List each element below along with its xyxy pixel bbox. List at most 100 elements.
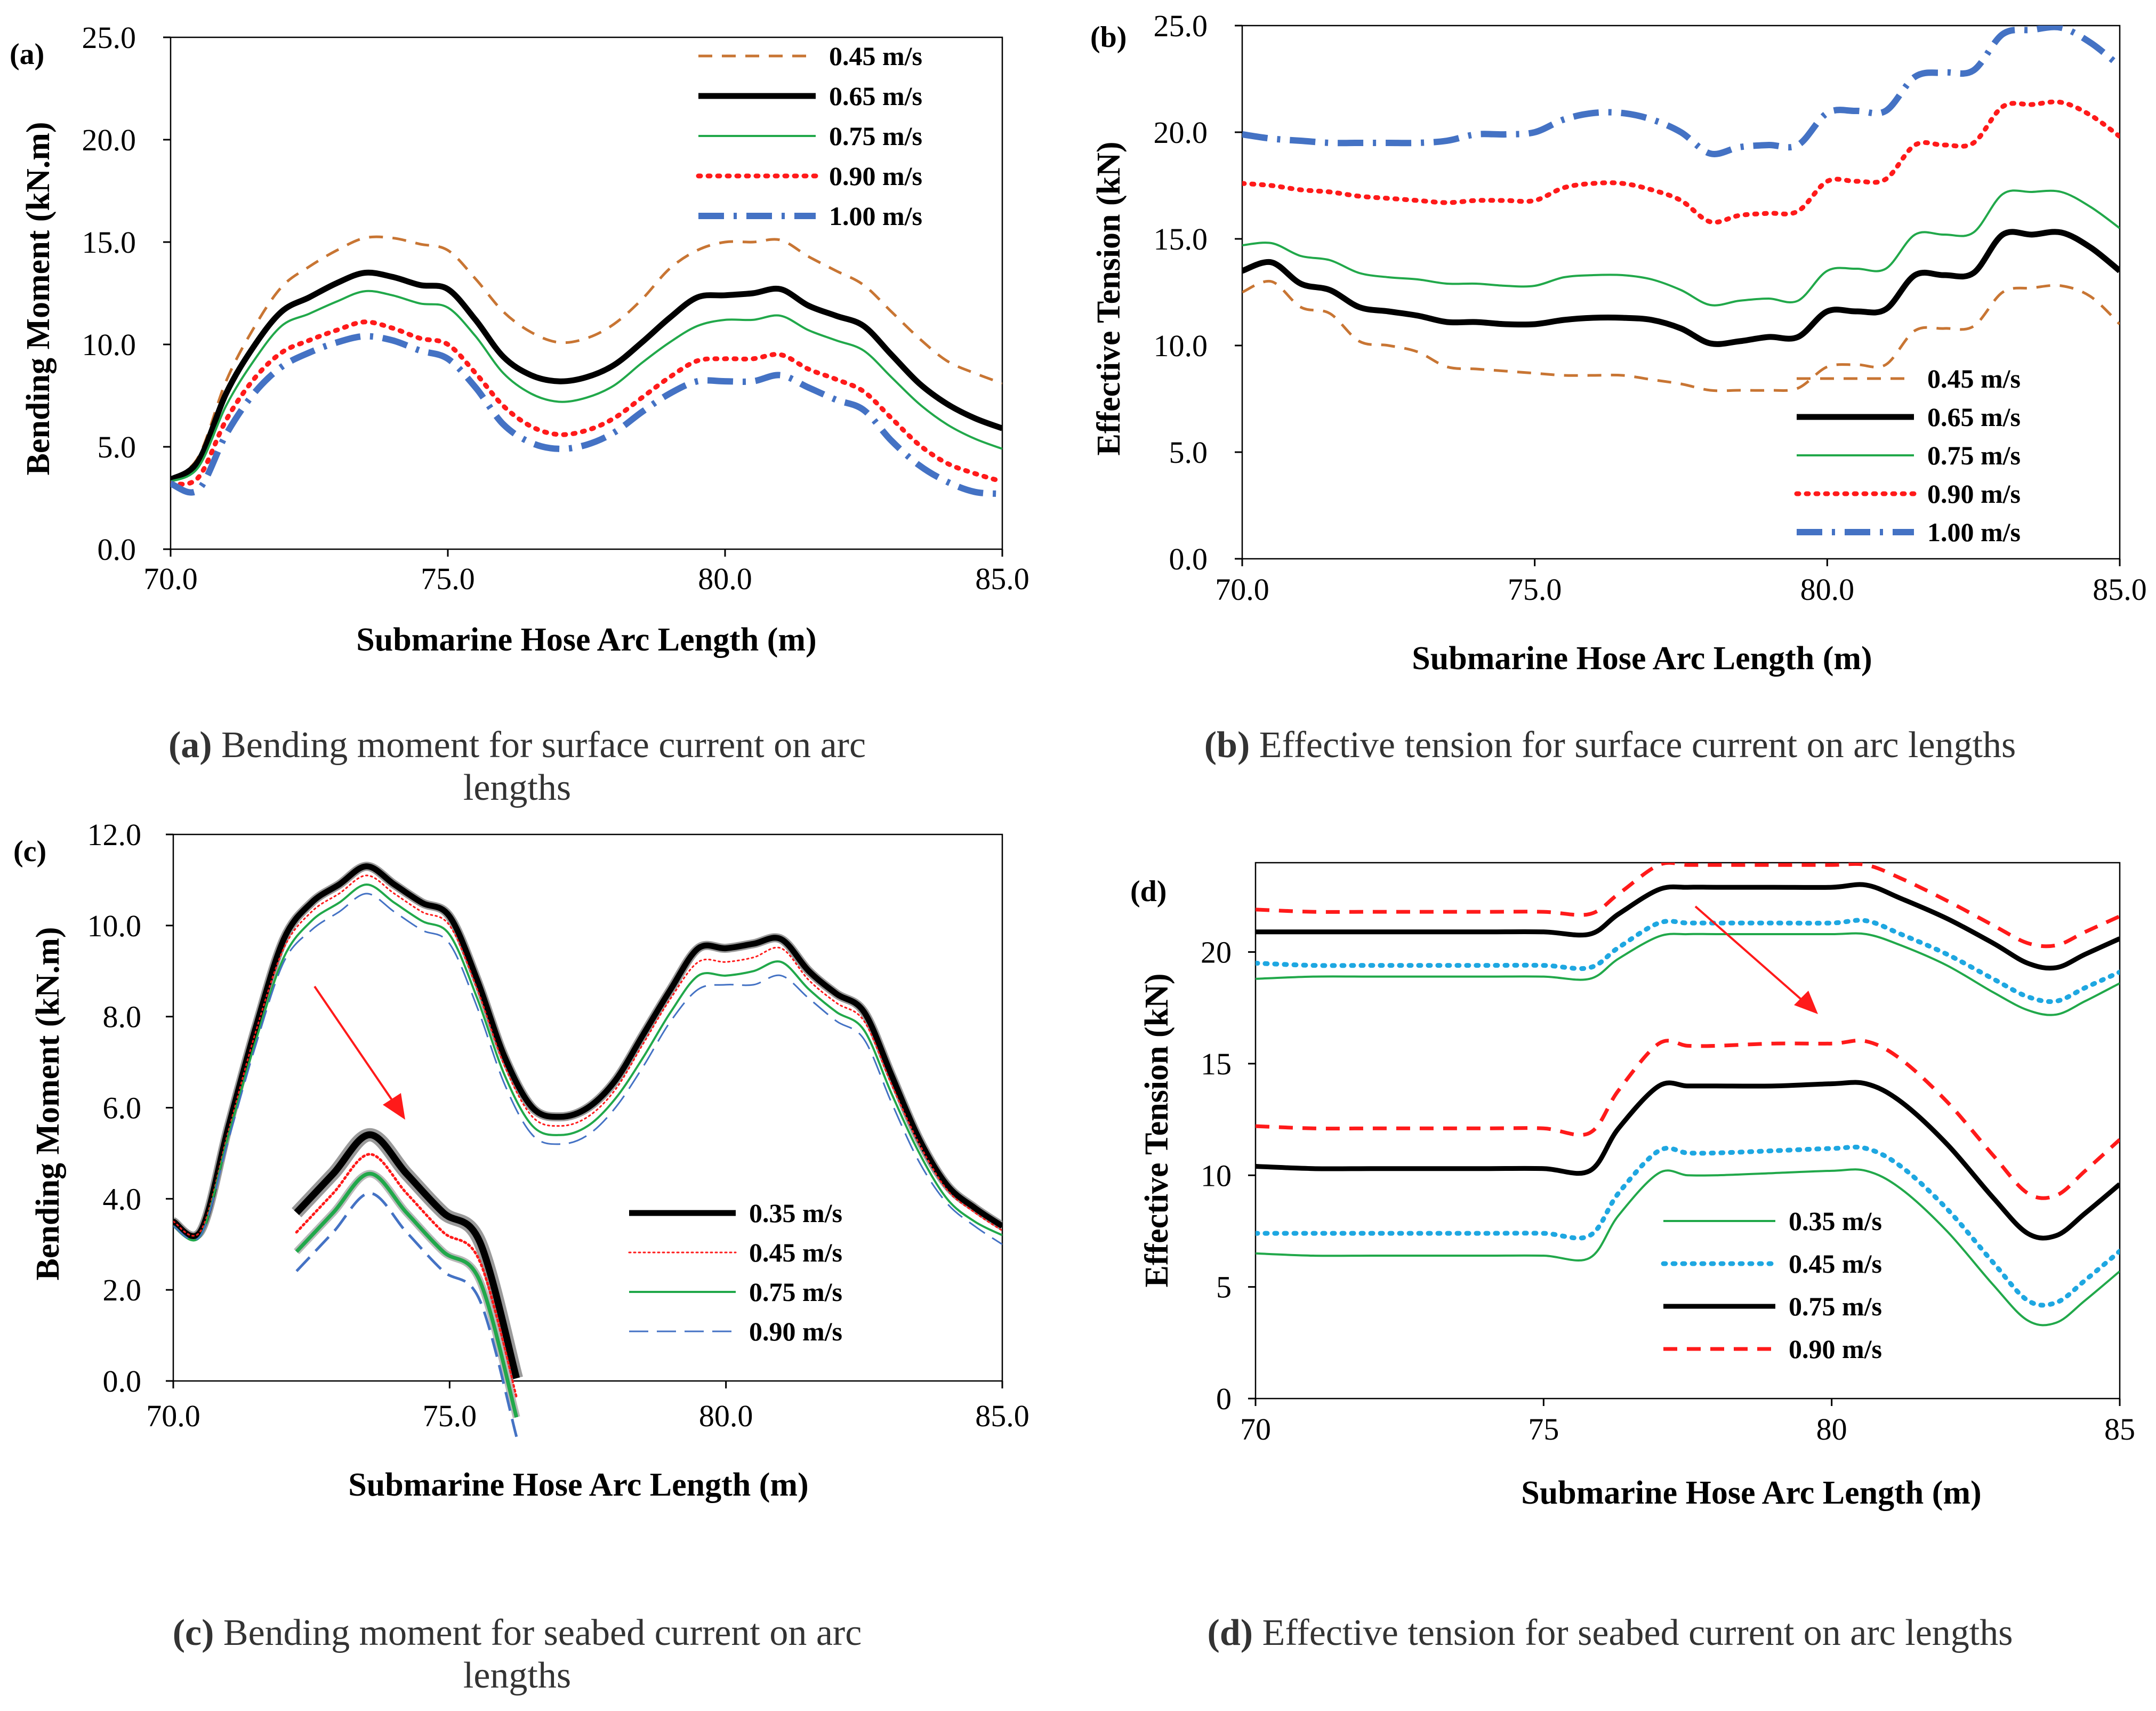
panel-c-ytick-label: 8.0 [103, 1000, 142, 1034]
panel-c-inset-series-035 [294, 1131, 520, 1379]
panel-d-series-075 [1256, 1080, 2120, 1241]
panel-c-series-090 [173, 893, 1002, 1246]
panel-c-ytick-label: 10.0 [87, 909, 142, 943]
panel-c-zoom-inset [292, 1128, 523, 1437]
panel-d-series-090 [1256, 1038, 2120, 1200]
panel-a-legend-label-090: 0.90 m/s [829, 161, 922, 191]
panel-d-xtick-label: 70 [1240, 1412, 1271, 1447]
panel-b-series-075 [1242, 189, 2120, 307]
panel-d-xtick-label: 80 [1816, 1412, 1847, 1447]
panel-c-legend-label-035: 0.35 m/s [749, 1198, 842, 1228]
panel-c-xlabel: Submarine Hose Arc Length (m) [348, 1467, 808, 1503]
panel-c-legend-label-045: 0.45 m/s [749, 1238, 842, 1267]
panel-d-red-arrow [1694, 905, 1818, 1014]
panel-c-tag: (c) [13, 835, 46, 868]
panel-c-ytick-label: 12.0 [87, 817, 142, 852]
panel-a-series-100 [171, 333, 1002, 497]
caption-a-line2: lengths [463, 767, 571, 808]
arrow-head-icon [1794, 991, 1818, 1014]
panel-b-legend-label-090: 0.90 m/s [1927, 479, 2021, 509]
panel-b-legend-label-045: 0.45 m/s [1927, 364, 2021, 393]
arrow-head-icon [383, 1093, 405, 1120]
panel-c-legend: 0.35 m/s 0.45 m/s 0.75 m/s 0.90 m/s [628, 1198, 842, 1346]
panel-a-legend-label-100: 1.00 m/s [829, 201, 922, 231]
panel-b-series [1242, 26, 2120, 392]
caption-a-text: Bending moment for surface current on ar… [221, 725, 866, 766]
panel-c-inset-series-075 [295, 1171, 519, 1418]
panel-d-axes: 70 75 80 85 0 5 10 15 20 [1201, 862, 2135, 1447]
panel-a-ylabel: Bending Moment (kN.m) [20, 122, 57, 475]
panel-a-xtick-label: 85.0 [975, 561, 1029, 596]
panel-b-legend-label-065: 0.65 m/s [1927, 402, 2021, 432]
panel-a-ytick-label: 5.0 [98, 430, 136, 464]
panel-b-xtick-label: 70.0 [1215, 572, 1269, 607]
panel-b-effective-tension-surface: (b) 70.0 75.0 80.0 85.0 0.0 5.0 10.0 15.0 20.0 25… [1090, 9, 2147, 677]
panel-c-bending-moment-seabed: (c) 70.0 75.0 80.0 85.0 0.0 2.0 4.0 6.0 8.0 10.0 1… [13, 817, 1029, 1503]
panel-a-legend-label-045: 0.45 m/s [829, 41, 922, 71]
panel-c-inset-series-045 [295, 1153, 518, 1399]
panel-d-series-045 [1256, 918, 2120, 1004]
panel-d-effective-tension-seabed: (d) 70 75 80 85 0 5 10 15 20 0.35 m/s 0.45 m/s 0.7… [1130, 862, 2135, 1511]
panel-a-series-075 [171, 290, 1002, 483]
panel-a-ytick-label: 25.0 [82, 20, 136, 55]
panel-b-xtick-label: 75.0 [1508, 572, 1562, 607]
panel-d-ylabel: Effective Tension (kN) [1139, 974, 1175, 1288]
panel-c-ytick-label: 6.0 [103, 1091, 142, 1126]
caption-b-text: Effective tension for surface current on… [1259, 725, 2016, 766]
panel-c-xtick-label: 75.0 [423, 1399, 477, 1433]
caption-c-tag: (c) [173, 1612, 214, 1653]
panel-c-inset-series-090 [295, 1192, 518, 1437]
panel-b-series-090 [1242, 99, 2120, 225]
panel-c-series-075 [173, 883, 1002, 1242]
panel-a-legend-label-065: 0.65 m/s [829, 81, 922, 111]
panel-c-ylabel: Bending Moment (kN.m) [30, 927, 66, 1280]
panel-c-xtick-label: 80.0 [699, 1399, 753, 1433]
panel-b-ylabel: Effective Tension (kN) [1091, 142, 1127, 456]
panel-a-ytick-label: 0.0 [98, 532, 136, 567]
panel-b-ytick-label: 15.0 [1154, 222, 1208, 256]
panel-b-xtick-label: 80.0 [1800, 572, 1855, 607]
panel-b-axes: 70.0 75.0 80.0 85.0 0.0 5.0 10.0 15.0 20.0 25.0 [1154, 9, 2147, 607]
panel-c-red-arrow [313, 985, 405, 1120]
panel-c-legend-label-075: 0.75 m/s [749, 1277, 842, 1307]
panel-d-series-035 [1256, 1168, 2120, 1327]
panel-c-series-045 [173, 874, 1002, 1237]
panel-a-ytick-label: 15.0 [82, 225, 136, 260]
caption-c-line2: lengths [463, 1655, 571, 1696]
panel-d-legend-label-090: 0.90 m/s [1789, 1334, 1882, 1364]
panel-a-ytick-label: 20.0 [82, 123, 136, 157]
caption-b-tag: (b) [1204, 725, 1250, 766]
panel-a-series-065 [171, 269, 1002, 483]
caption-c: (c) Bending moment for seabed current on… [173, 1612, 862, 1653]
panel-a-plot-frame [170, 36, 1003, 550]
panel-d-ytick-label: 20 [1201, 935, 1232, 970]
panel-d-ytick-label: 0 [1216, 1381, 1232, 1416]
panel-c-series-035 [173, 863, 1002, 1239]
panel-b-tag: (b) [1090, 21, 1127, 54]
panel-b-ytick-label: 5.0 [1169, 435, 1208, 470]
panel-a-ytick-label: 10.0 [82, 327, 136, 362]
panel-d-series-035 [1256, 932, 2120, 1016]
panel-a-legend-label-075: 0.75 m/s [829, 121, 922, 151]
panel-a-series [171, 235, 1002, 497]
panel-d-series-045 [1256, 1144, 2120, 1308]
panel-b-ytick-label: 25.0 [1154, 9, 1208, 43]
panel-a-xtick-label: 70.0 [143, 561, 198, 596]
panel-a-bending-moment-surface: (a) 70.0 75.0 80.0 85.0 0.0 5.0 10.0 15.0 20.0 25… [10, 20, 1029, 658]
panel-d-xtick-label: 75 [1528, 1412, 1559, 1447]
panel-d-xtick-label: 85 [2104, 1412, 2135, 1447]
panel-b-ytick-label: 0.0 [1169, 542, 1208, 576]
panel-b-ytick-label: 20.0 [1154, 115, 1208, 150]
caption-a-tag: (a) [168, 725, 212, 766]
panel-d-legend-label-045: 0.45 m/s [1789, 1249, 1882, 1279]
panel-c-ytick-label: 0.0 [103, 1364, 142, 1399]
panel-a-tag: (a) [10, 38, 44, 71]
panel-c-xtick-label: 85.0 [975, 1399, 1029, 1433]
caption-a: (a) Bending moment for surface current o… [168, 725, 866, 766]
caption-d: (d) Effective tension for seabed current… [1208, 1612, 2013, 1653]
panel-d-ytick-label: 15 [1201, 1047, 1232, 1081]
caption-d-text: Effective tension for seabed current on … [1262, 1612, 2013, 1653]
caption-d-tag: (d) [1208, 1612, 1253, 1653]
panel-d-tag: (d) [1130, 875, 1167, 908]
caption-c-text: Bending moment for seabed current on arc [223, 1612, 862, 1653]
